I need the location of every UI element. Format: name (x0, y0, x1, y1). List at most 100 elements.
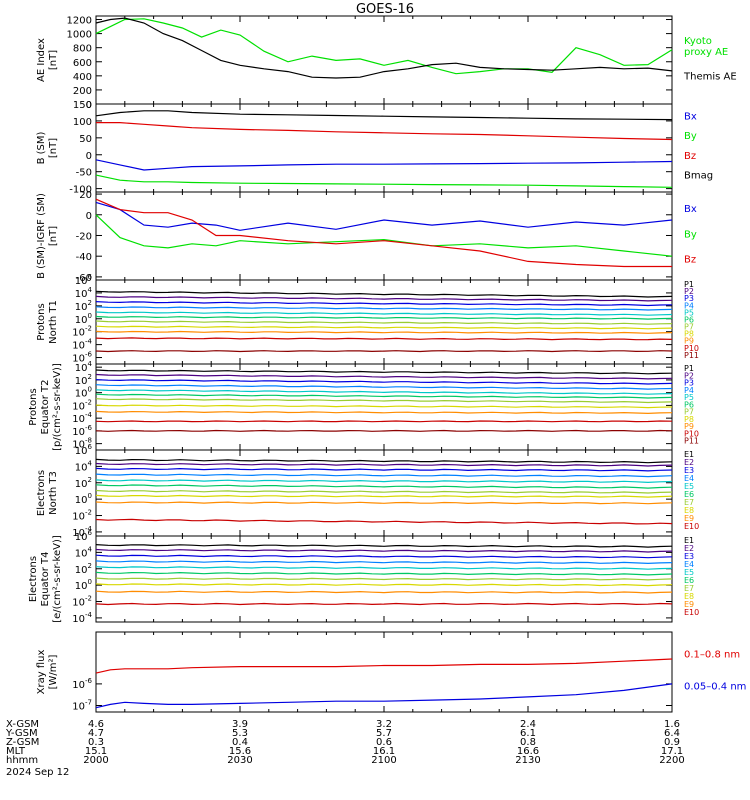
series-line (95, 410, 673, 415)
series-line (95, 389, 673, 395)
legend-label: E4 (684, 560, 694, 569)
footer-value: 16.1 (373, 746, 395, 757)
y-tick-label: 10-6 (72, 351, 92, 365)
series-line (95, 174, 673, 188)
series-line (95, 458, 673, 464)
y-tick-label: 0 (86, 100, 92, 111)
series-line (95, 658, 673, 674)
y-tick-label: 10-7 (72, 699, 92, 713)
series-line (95, 311, 673, 316)
y-tick-label: 1000 (67, 30, 92, 41)
series-line (95, 350, 673, 353)
y-tick-label: -40 (76, 252, 92, 263)
series-line (95, 295, 673, 302)
panel-frame (95, 15, 673, 105)
footer-value: 6.4 (664, 728, 680, 739)
y-tick-label: 104 (75, 459, 93, 473)
legend-label: P6 (684, 400, 694, 409)
series-line (95, 17, 673, 79)
legend-label: Bx (684, 112, 697, 123)
legend-label: P3 (684, 294, 694, 303)
legend-label: Bx (684, 204, 697, 215)
legend-label: E2 (684, 544, 694, 553)
y-tick-label: 100 (75, 386, 92, 400)
legend-label: E9 (684, 600, 694, 609)
footer-value: 0.9 (664, 737, 680, 748)
panel-7: 106 104 102 100 10-2 10-4 Electrons Equator T4[… (28, 529, 699, 625)
y-tick-label: -100 (69, 185, 92, 196)
panel-frame (95, 191, 673, 281)
legend-label: P11 (684, 351, 699, 360)
series-line (95, 479, 673, 484)
footer-row-label: X-GSM (6, 719, 39, 730)
series-line (95, 110, 673, 121)
y-tick-label: 50 (79, 134, 92, 145)
y-axis-label: [nT] (48, 226, 59, 246)
series-line (95, 198, 672, 268)
panel-2: -100 -50 0 50 100 150 B (SM) [nT] Bx By Bz Bmag (36, 100, 713, 196)
y-axis-label: Electrons (28, 556, 39, 602)
y-tick-label: 10-2 (72, 595, 92, 609)
series-line (95, 590, 673, 594)
series-line (95, 571, 673, 576)
series-line (95, 473, 673, 478)
legend-label: P9 (684, 422, 694, 431)
legend-label: E7 (684, 584, 694, 593)
series-line (96, 122, 673, 141)
y-axis-label: [p/(cm²-s-sr-keV)] (52, 363, 63, 451)
series-line (95, 420, 673, 423)
y-tick-label: 10-4 (72, 411, 92, 425)
legend-label: By (684, 131, 697, 142)
series-line (95, 159, 673, 171)
footer-value: 2200 (659, 755, 684, 766)
footer-value: 2.4 (520, 719, 536, 730)
series-line (95, 315, 673, 320)
legend-label: Kyoto (684, 36, 712, 47)
legend-label: P7 (684, 323, 694, 332)
footer-value: 4.6 (88, 719, 104, 730)
y-tick-label: 102 (75, 299, 92, 313)
y-tick-label: 106 (75, 273, 93, 287)
series-line (95, 320, 673, 325)
footer-value: 0.3 (88, 737, 104, 748)
legend-label: E8 (684, 592, 694, 601)
footer-value: 0.4 (232, 737, 248, 748)
footer-value: 6.1 (520, 728, 536, 739)
series-line (95, 201, 673, 231)
footer-value: 2000 (83, 755, 108, 766)
y-tick-label: 0 (86, 211, 92, 222)
legend-label: E3 (684, 552, 694, 561)
legend-label: P10 (684, 429, 699, 438)
series-line (95, 214, 673, 257)
series-line (95, 683, 673, 709)
y-tick-label: 106 (75, 529, 93, 543)
y-tick-label: 104 (75, 286, 93, 300)
series-line (95, 494, 673, 498)
footer-value: 2100 (371, 755, 396, 766)
y-tick-label: 400 (73, 72, 92, 83)
legend-label: E6 (684, 490, 694, 499)
legend-label: E1 (684, 450, 694, 459)
legend-label: P1 (684, 280, 694, 289)
panel-frame (95, 631, 673, 713)
y-axis-label: North T1 (48, 300, 59, 344)
legend-label: P8 (684, 330, 694, 339)
footer-date: 2024 Sep 12 (6, 767, 69, 778)
y-tick-label: 100 (73, 117, 92, 128)
y-axis-label: [W/m²] (48, 654, 59, 689)
footer-value: 17.1 (661, 746, 683, 757)
footer-value: 1.6 (664, 719, 680, 730)
y-axis-label: [nT] (48, 50, 59, 70)
legend-label: E4 (684, 474, 694, 483)
y-tick-label: 10-4 (72, 525, 92, 539)
y-tick-label: 10-2 (72, 325, 92, 339)
legend-label: P2 (684, 371, 694, 380)
legend-label: E3 (684, 466, 694, 475)
footer-value: 5.3 (232, 728, 248, 739)
y-tick-label: 20 (79, 190, 92, 201)
legend-label: P5 (684, 393, 694, 402)
y-tick-label: 1200 (67, 16, 92, 27)
legend-label: E9 (684, 514, 694, 523)
